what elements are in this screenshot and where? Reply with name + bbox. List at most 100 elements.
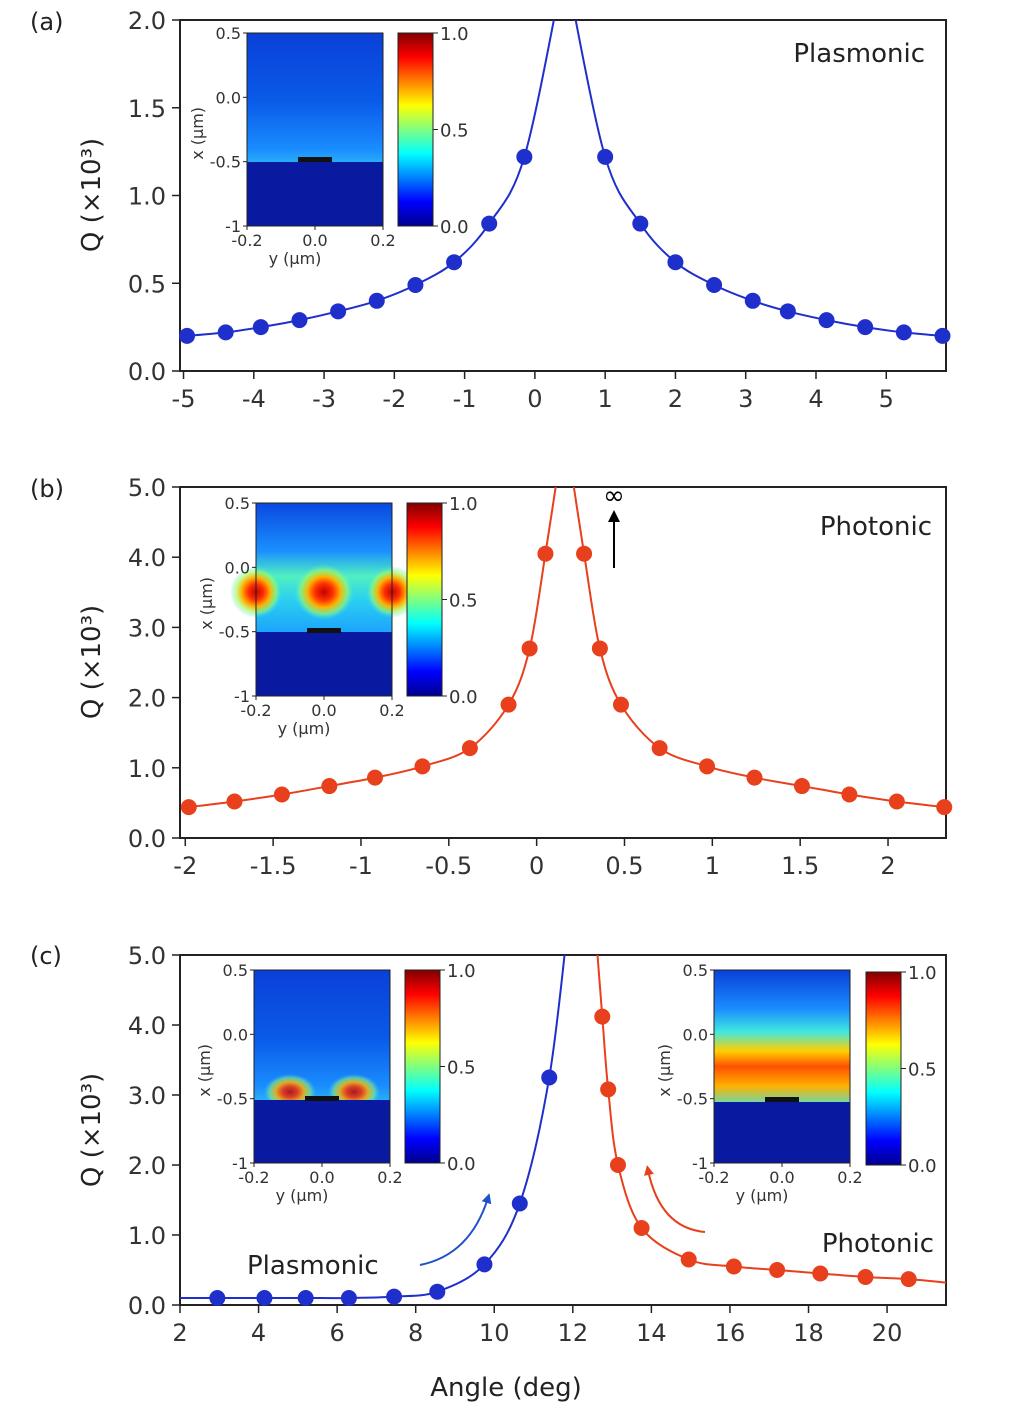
inset-y-tick-label: 0.5: [683, 961, 708, 980]
data-point: [414, 758, 431, 775]
fit-curve: [188, 487, 557, 809]
waveguide-strip: [305, 1096, 339, 1101]
data-point: [725, 1258, 742, 1275]
colorbar-tick-label: 0.5: [908, 1060, 937, 1081]
data-point: [330, 303, 347, 320]
x-tick-label: -0.5: [425, 852, 472, 880]
colorbar: [397, 32, 434, 227]
colorbar-tick-label: 0.0: [447, 1154, 476, 1175]
inset-y-tick-label: -0.5: [210, 153, 241, 172]
colorbar-tick-label: 0.5: [440, 121, 469, 142]
y-tick-label: 5.0: [128, 942, 166, 970]
y-tick-label: 0.5: [128, 270, 166, 298]
x-tick-label: -5: [172, 385, 196, 413]
data-point: [521, 640, 538, 657]
data-point: [793, 778, 810, 795]
panel-c: (c) Q (×10³) Angle (deg) Plasmonic Photo…: [30, 942, 947, 1403]
inset-x-tick-label: -0.2: [698, 1168, 729, 1187]
x-tick-label: -1: [453, 385, 477, 413]
inset-x-tick-label: 0.2: [837, 1168, 862, 1187]
data-point: [779, 303, 796, 320]
x-tick-label: -1: [349, 852, 373, 880]
data-points: [209, 1008, 917, 1306]
inset-c-left: 0.5 0.0 -0.5 -1-0.2 0.0 0.2 y (μm) x (μm) 1.0 0.5…: [195, 961, 476, 1205]
data-point: [609, 1157, 626, 1173]
data-points: [180, 545, 953, 816]
x-tick-label: 10: [479, 1319, 510, 1347]
x-tick-label: 5: [879, 385, 894, 413]
colorbar-tick-label: 0.0: [440, 217, 469, 238]
waveguide-strip: [765, 1097, 799, 1102]
x-tick-label: 18: [793, 1319, 824, 1347]
data-point: [857, 1269, 874, 1285]
data-points: [179, 148, 951, 344]
x-tick-label: -1.5: [250, 852, 297, 880]
data-point: [429, 1283, 446, 1300]
data-point: [744, 292, 761, 309]
axis-ticks: -2 -1.5 -1 -0.5 0 0.5 1 1.5 2 0.0 1.0 2.0 3.0 4.0 5.0: [128, 474, 896, 880]
y-axis-label: Q (×10³): [77, 138, 107, 252]
colorbar-tick-label: 1.0: [449, 494, 478, 515]
y-axis-label: Q (×10³): [77, 1073, 107, 1187]
data-point: [895, 324, 912, 341]
data-point: [706, 277, 723, 294]
data-point: [576, 545, 593, 562]
panel-annotation: Plasmonic: [793, 39, 925, 69]
colorbar-tick-label: 0.0: [449, 687, 478, 708]
data-point: [340, 1290, 357, 1306]
data-point: [461, 740, 478, 757]
data-point: [273, 786, 290, 803]
y-tick-label: 5.0: [128, 474, 166, 502]
x-tick-label: 4: [251, 1319, 266, 1347]
panel-label: (c): [30, 942, 62, 970]
data-point: [594, 1008, 611, 1025]
data-point: [226, 793, 243, 810]
data-point: [368, 292, 385, 309]
data-point: [900, 1271, 917, 1288]
inset-x-label: y (μm): [276, 1186, 329, 1205]
x-tick-label: 4: [808, 385, 823, 413]
data-point: [256, 1290, 273, 1306]
data-point: [252, 319, 269, 336]
inset-y-tick-label: 0.0: [683, 1025, 708, 1044]
inset-c-right: 0.5 0.0 -0.5 -1-0.2 0.0 0.2 y (μm) x (μm) 1.0 0.5…: [655, 961, 937, 1205]
inset-a: 0.5 0.0 -0.5 -1-0.2 0.0 0.2 y (μm) x (μm) 1.0 0.5…: [188, 24, 469, 268]
data-point: [386, 1288, 403, 1305]
y-tick-label: 0.0: [128, 825, 166, 853]
inset-x-tick-label: -0.2: [240, 701, 271, 720]
colorbar: [406, 502, 443, 697]
x-tick-label: 1: [598, 385, 613, 413]
photonic-arrow: [644, 1165, 706, 1233]
fit-curve: [572, 487, 945, 809]
x-tick-label: -2: [173, 852, 197, 880]
data-point: [179, 327, 196, 344]
y-tick-label: 3.0: [128, 1082, 166, 1110]
inset-x-tick-label: 0.0: [311, 701, 336, 720]
data-point: [180, 799, 197, 816]
x-tick-label: -3: [312, 385, 336, 413]
substrate-region: [254, 1100, 390, 1163]
x-tick-label: 1.5: [781, 852, 819, 880]
data-point: [297, 1290, 314, 1306]
x-tick-label: 6: [329, 1319, 344, 1347]
inset-y-tick-label: -0.5: [677, 1090, 708, 1109]
inset-labels: 0.5 0.0 -0.5 -1-0.2 0.0 0.2 y (μm) x (μm) 1.0 0.5…: [195, 961, 476, 1205]
data-point: [841, 786, 858, 803]
y-axis-label: Q (×10³): [77, 605, 107, 719]
inset-y-tick-label: -1: [232, 1154, 248, 1173]
x-tick-label: 14: [636, 1319, 667, 1347]
inset-x-tick-label: 0.2: [377, 1168, 402, 1187]
colorbar: [865, 971, 902, 1166]
data-point: [537, 545, 554, 562]
inset-y-tick-label: 0.0: [225, 558, 250, 577]
inset-x-label: y (μm): [736, 1186, 789, 1205]
data-point: [667, 254, 684, 271]
annotation-plasmonic: Plasmonic: [247, 1251, 379, 1281]
x-axis-label: Angle (deg): [430, 1373, 582, 1403]
y-tick-label: 4.0: [128, 1012, 166, 1040]
data-point: [321, 778, 338, 795]
inset-x-tick-label: 0.0: [769, 1168, 794, 1187]
data-point: [651, 740, 668, 757]
inset-y-tick-label: -1: [225, 217, 241, 236]
data-point: [888, 793, 905, 810]
